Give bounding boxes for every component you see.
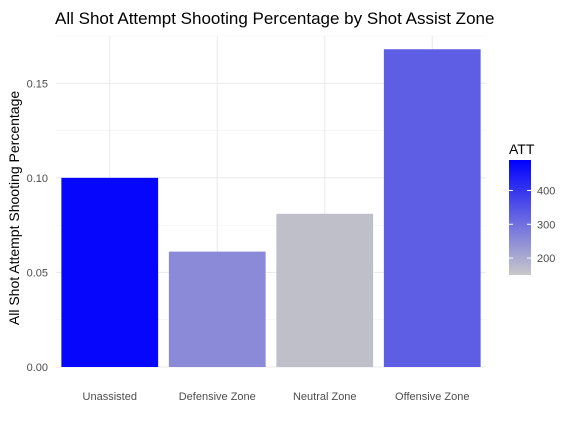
legend-tick-label: 400: [537, 185, 555, 197]
legend-colorbar: [509, 160, 531, 275]
legend: ATT 200 300 400: [509, 141, 555, 275]
x-tick-label: Offensive Zone: [395, 391, 469, 403]
y-tick-label: 0.05: [27, 267, 48, 279]
y-axis-title: All Shot Attempt Shooting Percentage: [6, 91, 22, 325]
legend-tick-label: 200: [537, 253, 555, 265]
x-tick-label: Neutral Zone: [293, 391, 357, 403]
y-tick-label: 0.15: [27, 78, 48, 90]
y-tick-label: 0.10: [27, 173, 48, 185]
plot-area: 0.00 0.05 0.10 0.15 Unassisted Defensive Zone…: [27, 35, 486, 403]
bar-unassisted: [61, 177, 159, 367]
legend-title: ATT: [509, 141, 535, 157]
chart-title: All Shot Attempt Shooting Percentage by …: [55, 9, 494, 28]
x-tick-label: Unassisted: [83, 391, 137, 403]
bar-neutral-zone: [276, 213, 374, 367]
bar-defensive-zone: [168, 251, 266, 367]
x-tick-label: Defensive Zone: [179, 391, 256, 403]
bar-offensive-zone: [383, 49, 481, 368]
legend-tick-label: 300: [537, 219, 555, 231]
y-tick-label: 0.00: [27, 362, 48, 374]
